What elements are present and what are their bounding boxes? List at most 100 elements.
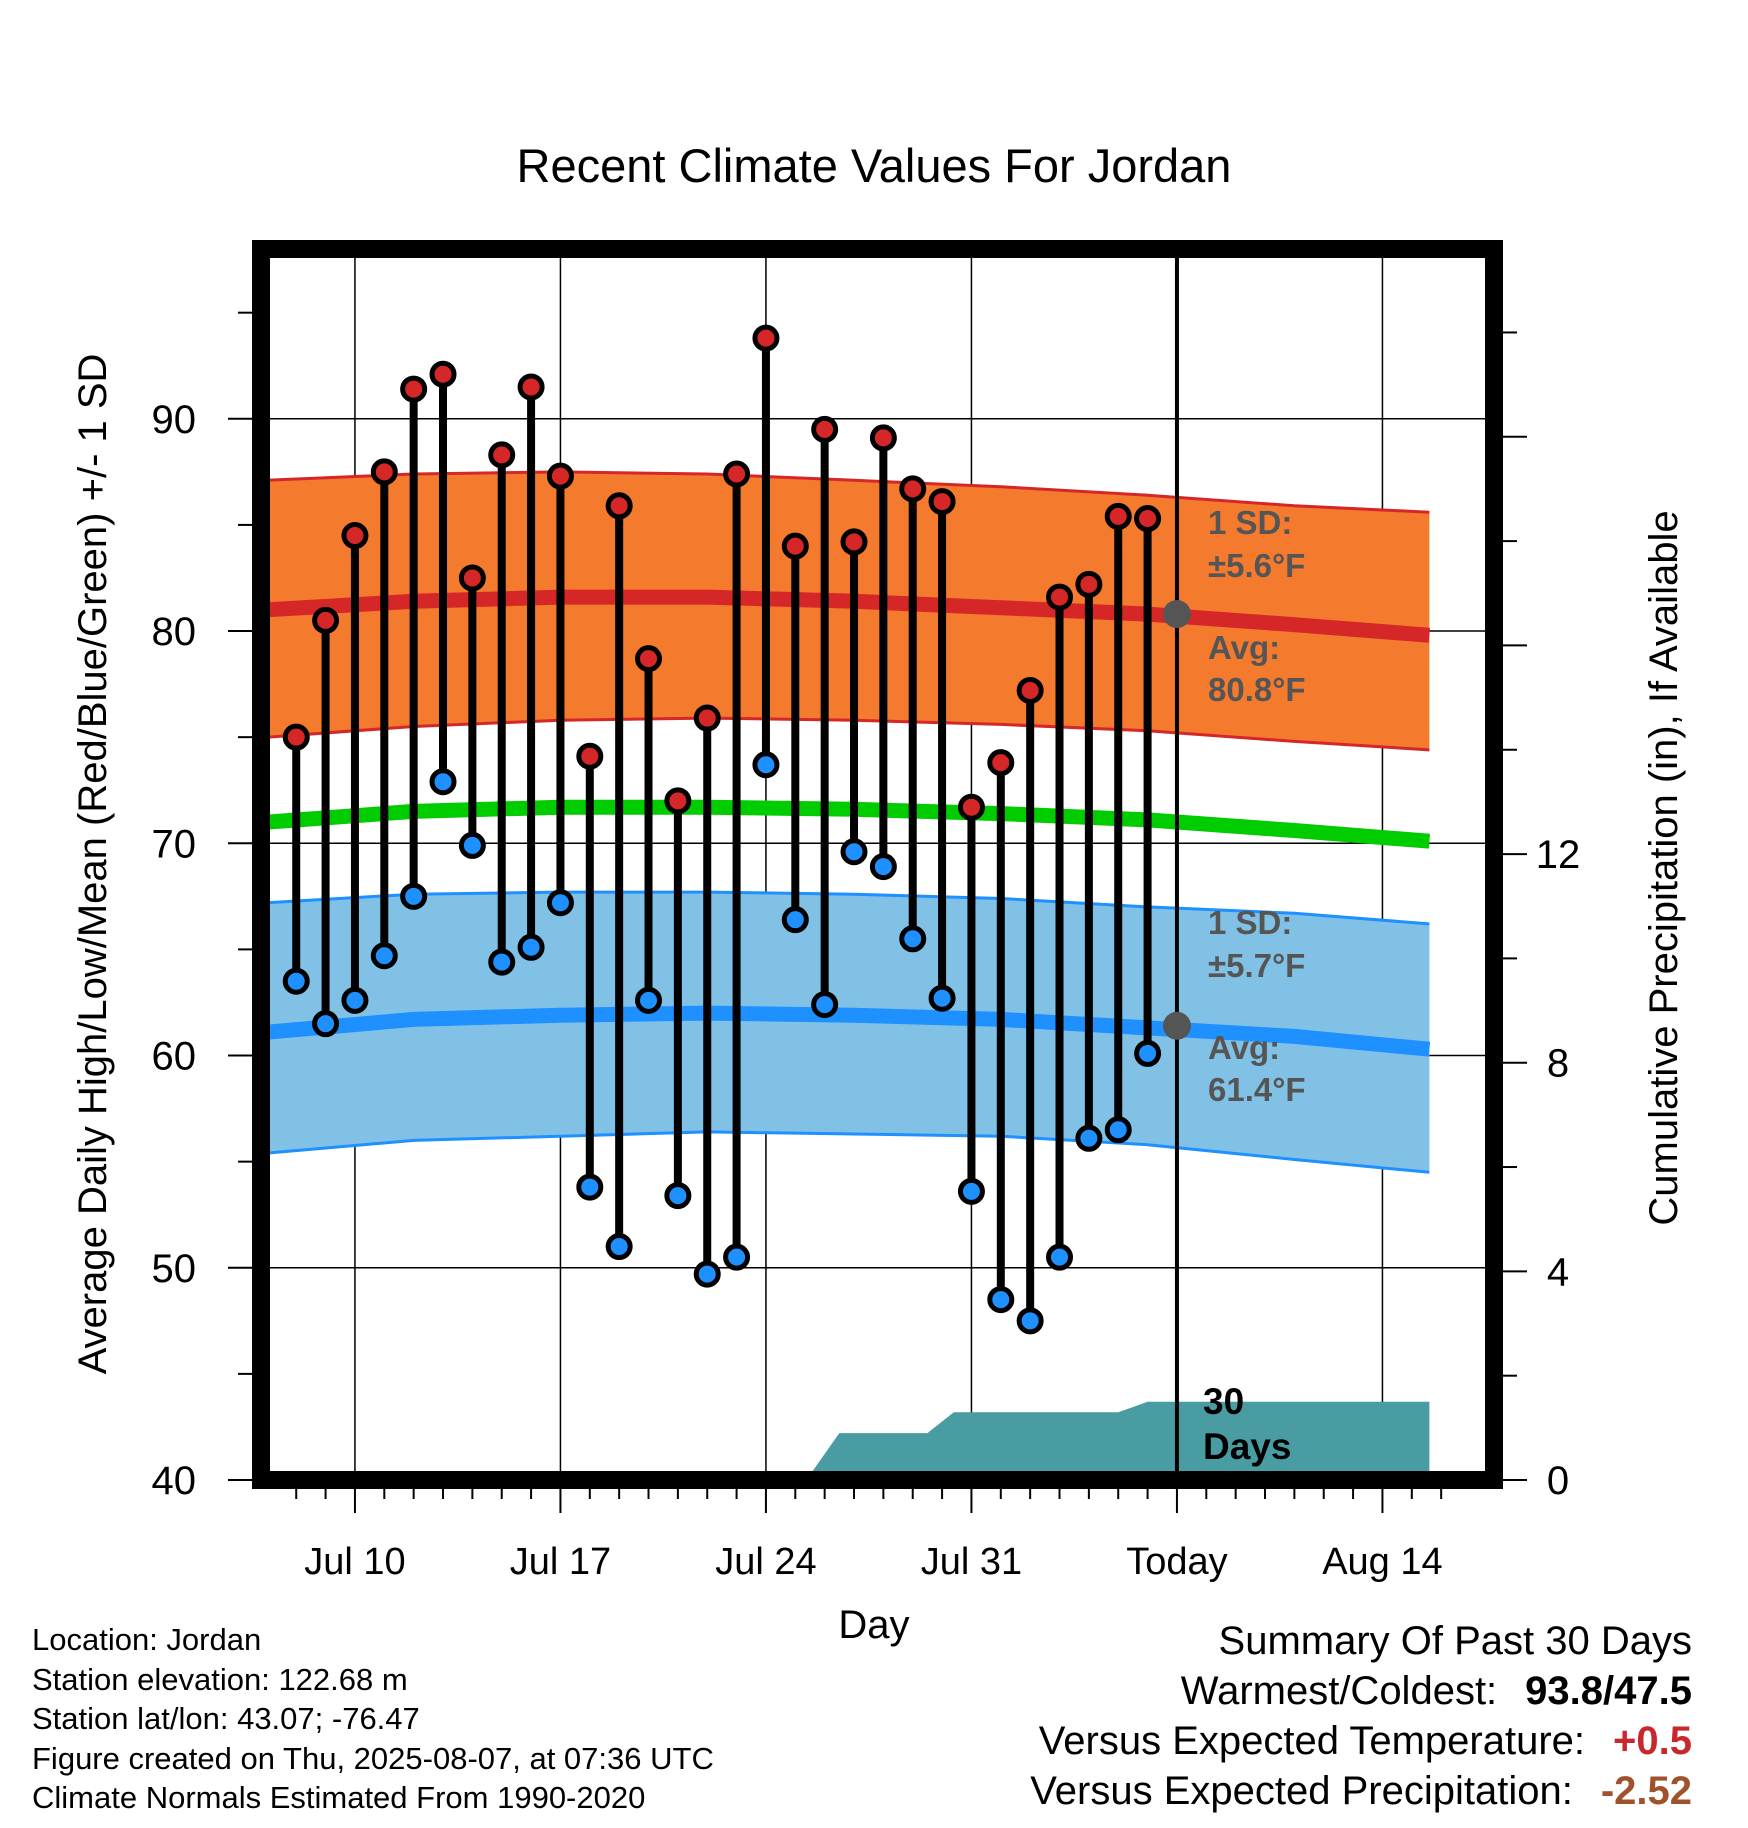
window-label-1: 30 xyxy=(1203,1381,1244,1422)
daily-high-point xyxy=(488,441,516,469)
daily-low-point xyxy=(752,751,780,779)
y-tick-label: 50 xyxy=(152,1247,197,1291)
temp-value: +0.5 xyxy=(1613,1719,1692,1763)
daily-low-point xyxy=(869,853,897,881)
daily-low-point xyxy=(664,1182,692,1210)
daily-high-point xyxy=(957,793,985,821)
daily-high-point xyxy=(458,564,486,592)
low-sd-label-2: ±5.7°F xyxy=(1208,947,1305,984)
daily-low-point xyxy=(517,933,545,961)
daily-low-point xyxy=(312,1010,340,1038)
high-sd-upper-edge xyxy=(266,470,1430,514)
low-sd-upper-edge xyxy=(266,890,1430,926)
station-info: Location: Jordan Station elevation: 122.… xyxy=(32,1620,714,1818)
low-avg-label-1: Avg: xyxy=(1208,1029,1280,1066)
daily-high-point xyxy=(546,462,574,490)
summary-precip-row: Versus Expected Precipitation: -2.52 xyxy=(1030,1766,1692,1816)
daily-low-point xyxy=(781,906,809,934)
high-avg-label-1: Avg: xyxy=(1208,629,1280,666)
x-tick-label: Jul 31 xyxy=(921,1541,1022,1583)
daily-high-point xyxy=(899,475,927,503)
x-axis-ticks: Jul 10 Jul 17 Jul 24 Jul 31 Today Aug 14 xyxy=(295,1489,1443,1583)
x-tick-label: Jul 24 xyxy=(715,1541,816,1583)
window-annotation: 30 Days xyxy=(1203,1381,1291,1467)
daily-low-point xyxy=(370,942,398,970)
daily-low-point xyxy=(1075,1124,1103,1152)
high-sd-label-1: 1 SD: xyxy=(1208,504,1292,541)
location-text: Location: Jordan xyxy=(32,1622,262,1657)
summary-temp-row: Versus Expected Temperature: +0.5 xyxy=(1030,1716,1692,1766)
y-tick-label: 70 xyxy=(152,822,197,866)
daily-low-point xyxy=(693,1260,721,1288)
elevation-text: Station elevation: 122.68 m xyxy=(32,1661,408,1697)
daily-high-point xyxy=(928,488,956,516)
x-axis-label: Day xyxy=(838,1603,909,1647)
daily-high-point xyxy=(869,424,897,452)
y-tick-label: 60 xyxy=(152,1035,197,1079)
summary-warm-cold-row: Warmest/Coldest: 93.8/47.5 xyxy=(1030,1666,1692,1716)
daily-high-point xyxy=(282,723,310,751)
precip-area-fill xyxy=(266,1401,1430,1480)
daily-low-point xyxy=(840,838,868,866)
normals-text: Climate Normals Estimated From 1990-2020 xyxy=(32,1780,646,1815)
y2-tick-label: 4 xyxy=(1547,1250,1569,1294)
summary-heading: Summary Of Past 30 Days xyxy=(1218,1619,1692,1663)
daily-range-bars xyxy=(282,324,1162,1335)
daily-low-point xyxy=(928,984,956,1012)
daily-high-point xyxy=(1016,676,1044,704)
daily-low-point xyxy=(1046,1243,1074,1271)
window-label-2: Days xyxy=(1203,1426,1291,1467)
temp-label: Versus Expected Temperature: xyxy=(1038,1719,1586,1763)
plot-frame xyxy=(252,240,1503,1489)
precip-value: -2.52 xyxy=(1600,1769,1692,1813)
y-axis-label: Average Daily High/Low/Mean (Red/Blue/Gr… xyxy=(71,354,115,1375)
y2-tick-label: 0 xyxy=(1547,1459,1569,1503)
daily-high-point xyxy=(1046,583,1074,611)
daily-low-point xyxy=(488,948,516,976)
mean-normal-line xyxy=(266,799,1430,849)
daily-low-point xyxy=(576,1173,604,1201)
low-sd-lower-edge xyxy=(266,1130,1430,1174)
daily-low-point xyxy=(811,991,839,1019)
band-annotations: 1 SD: ±5.6°F Avg: 80.8°F 1 SD: ±5.7°F Av… xyxy=(1208,504,1306,1108)
x-tick-label: Jul 10 xyxy=(304,1541,405,1583)
daily-low-point xyxy=(282,967,310,995)
daily-high-point xyxy=(370,458,398,486)
daily-high-point xyxy=(723,460,751,488)
daily-low-point xyxy=(987,1286,1015,1314)
daily-low-point xyxy=(899,925,927,953)
daily-high-point xyxy=(341,522,369,550)
daily-high-point xyxy=(693,704,721,732)
daily-low-point xyxy=(1104,1116,1132,1144)
y-axis-ticks: 40 50 60 70 80 90 xyxy=(152,311,252,1503)
warm-cold-label: Warmest/Coldest: xyxy=(1180,1669,1498,1713)
y2-tick-label: 8 xyxy=(1547,1042,1569,1086)
x-tick-label: Aug 14 xyxy=(1322,1541,1442,1583)
low-avg-label-2: 61.4°F xyxy=(1208,1071,1306,1108)
high-avg-marker xyxy=(1162,600,1191,629)
high-avg-label-2: 80.8°F xyxy=(1208,671,1306,708)
daily-high-point xyxy=(429,360,457,388)
daily-high-point xyxy=(1075,570,1103,598)
low-sd-label-1: 1 SD: xyxy=(1208,904,1292,941)
high-sd-label-2: ±5.6°F xyxy=(1208,547,1305,584)
daily-low-point xyxy=(1134,1039,1162,1067)
latlon-text: Station lat/lon: 43.07; -76.47 xyxy=(32,1701,420,1736)
summary-panel: Summary Of Past 30 Days Warmest/Coldest:… xyxy=(1030,1616,1692,1816)
daily-high-point xyxy=(1134,505,1162,533)
daily-high-point xyxy=(987,749,1015,777)
daily-high-point xyxy=(400,375,428,403)
daily-low-point xyxy=(723,1243,751,1271)
low-sd-band xyxy=(266,890,1430,1174)
daily-low-point xyxy=(957,1177,985,1205)
precipitation-area xyxy=(266,1401,1430,1480)
daily-low-point xyxy=(458,831,486,859)
y2-axis-label: Cumulative Precipitation (in), If Availa… xyxy=(1642,510,1686,1225)
daily-low-point xyxy=(1016,1307,1044,1335)
daily-high-point xyxy=(635,645,663,673)
daily-high-point xyxy=(781,532,809,560)
y-tick-label: 80 xyxy=(152,610,197,654)
y2-tick-label: 12 xyxy=(1536,833,1581,877)
x-tick-label: Today xyxy=(1126,1541,1227,1583)
